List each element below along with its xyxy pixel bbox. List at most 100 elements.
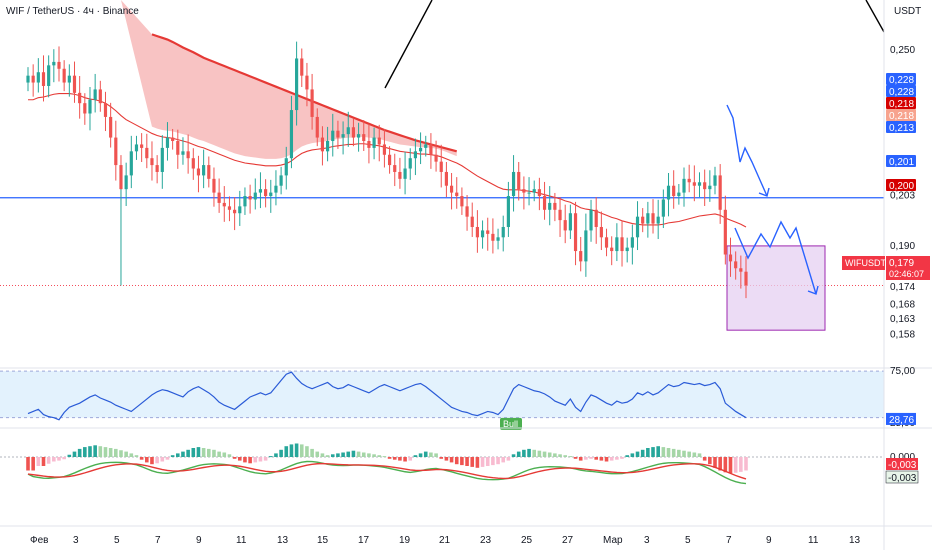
macd-bar	[150, 457, 154, 465]
macd-bar	[640, 449, 645, 457]
candle	[480, 230, 485, 238]
price-pane[interactable]	[0, 0, 885, 331]
price-tag-bg	[886, 97, 916, 109]
price-tag-bg	[886, 85, 916, 97]
candle	[253, 192, 257, 200]
candle	[196, 168, 201, 176]
macd-bar	[609, 457, 614, 461]
trend-line	[384, 0, 433, 89]
rsi-pane[interactable]: Bull	[0, 370, 884, 430]
candle	[357, 134, 361, 138]
symbol-title[interactable]: WIF / TetherUS · 4ч · Binance	[6, 6, 139, 17]
macd-bar	[522, 449, 526, 457]
candle	[393, 165, 397, 172]
time-tick-label: 17	[358, 535, 370, 546]
macd-bar	[372, 454, 376, 457]
candle	[320, 137, 325, 152]
candle	[429, 144, 433, 155]
macd-bar	[558, 454, 562, 457]
macd-pane[interactable]	[0, 443, 884, 485]
macd-bar	[682, 450, 686, 457]
candle	[403, 168, 407, 179]
macd-bar	[181, 451, 185, 457]
macd-bar	[635, 451, 640, 457]
macd-bar	[511, 454, 516, 457]
macd-bar	[449, 457, 454, 463]
candle	[191, 158, 195, 169]
macd-bar	[93, 445, 97, 457]
macd-bar	[677, 449, 681, 457]
candle	[181, 151, 185, 155]
price-tag: 0,201	[886, 155, 916, 168]
candle	[227, 206, 232, 210]
candle	[610, 247, 614, 252]
candle	[310, 89, 314, 117]
candle	[501, 226, 505, 238]
candle	[646, 213, 650, 224]
macd-bar	[563, 455, 568, 457]
rsi-tick-label: 75,00	[890, 366, 915, 377]
macd-bar	[460, 457, 464, 466]
candle	[553, 202, 557, 210]
candle	[47, 65, 51, 86]
candle	[615, 237, 619, 252]
candle	[387, 154, 392, 166]
candle	[723, 209, 727, 255]
macd-bar	[382, 456, 387, 458]
time-tick-label: 13	[277, 535, 289, 546]
macd-bar	[217, 451, 221, 457]
candle	[527, 192, 531, 194]
macd-bar	[589, 457, 593, 459]
macd-bar	[532, 449, 537, 457]
candle	[734, 261, 738, 269]
macd-bar	[604, 457, 609, 462]
candle	[134, 144, 139, 152]
projection-box	[726, 245, 826, 331]
macd-bar	[31, 457, 35, 471]
candle	[279, 175, 283, 186]
price-tag-bg	[886, 73, 916, 85]
macd-bar	[573, 457, 578, 459]
macd-bar	[284, 446, 289, 457]
candle	[594, 209, 598, 227]
price-tick-label: 0,174	[890, 282, 915, 293]
macd-bar	[201, 448, 206, 457]
macd-bar	[702, 457, 707, 461]
candle	[486, 230, 490, 234]
candle	[687, 178, 691, 183]
time-tick-label: 9	[196, 535, 202, 546]
macd-bar	[83, 447, 87, 457]
price-tag-label: 0,201	[889, 157, 914, 168]
macd-signal-label: -0,003	[888, 473, 917, 484]
price-tag-label: 0,218	[889, 99, 914, 110]
macd-bar	[646, 448, 650, 457]
macd-bar	[191, 448, 196, 457]
candle	[599, 226, 603, 238]
candle	[522, 189, 526, 193]
macd-bar	[114, 448, 118, 457]
macd-bar	[46, 457, 51, 464]
candle	[589, 209, 593, 231]
macd-bar	[139, 457, 144, 460]
candle	[641, 216, 645, 224]
macd-bar	[232, 457, 237, 459]
macd-tick-label: 0,000	[890, 452, 915, 463]
macd-bar	[480, 457, 485, 467]
macd-bar	[41, 457, 46, 466]
macd-bar	[289, 444, 294, 457]
candle	[36, 72, 40, 83]
candle	[542, 196, 547, 210]
candle	[672, 185, 676, 197]
candle	[439, 161, 443, 172]
macd-bar	[124, 451, 128, 457]
macd-bar	[723, 457, 728, 473]
candle	[398, 171, 402, 179]
candle	[413, 151, 417, 159]
candle	[171, 137, 175, 142]
macd-bar	[630, 453, 635, 457]
last-price-label: 0,179	[889, 258, 914, 269]
macd-bar	[542, 451, 547, 457]
